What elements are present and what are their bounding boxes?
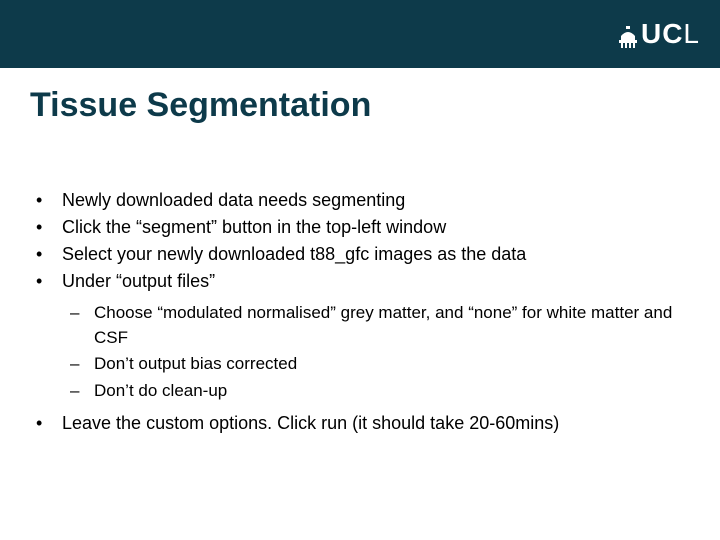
bullet-icon: • (36, 187, 62, 214)
ucl-logo: UCL (619, 20, 700, 48)
slide-title: Tissue Segmentation (30, 86, 690, 125)
sub-list-item-text: Don’t do clean-up (94, 379, 690, 404)
dash-icon: – (70, 379, 94, 404)
bullet-list: • Newly downloaded data needs segmenting… (30, 187, 690, 295)
ucl-logo-text: UCL (641, 20, 700, 48)
sub-list-item-text: Choose “modulated normalised” grey matte… (94, 301, 690, 350)
sub-list-item-text: Don’t output bias corrected (94, 352, 690, 377)
header-bar: UCL (0, 0, 720, 68)
bullet-icon: • (36, 410, 62, 437)
bullet-icon: • (36, 214, 62, 241)
list-item-text: Under “output files” (62, 268, 690, 295)
list-item: • Select your newly downloaded t88_gfc i… (36, 241, 690, 268)
list-item-text: Leave the custom options. Click run (it … (62, 410, 690, 437)
list-item-text: Select your newly downloaded t88_gfc ima… (62, 241, 690, 268)
bullet-list-final: • Leave the custom options. Click run (i… (30, 410, 690, 437)
list-item-text: Newly downloaded data needs segmenting (62, 187, 690, 214)
list-item-text: Click the “segment” button in the top-le… (62, 214, 690, 241)
slide-content: Tissue Segmentation • Newly downloaded d… (0, 68, 720, 437)
ucl-dome-icon (619, 26, 637, 48)
bullet-icon: • (36, 241, 62, 268)
sub-list-item: – Choose “modulated normalised” grey mat… (70, 301, 690, 350)
bullet-icon: • (36, 268, 62, 295)
list-item: • Click the “segment” button in the top-… (36, 214, 690, 241)
sub-list-item: – Don’t do clean-up (70, 379, 690, 404)
list-item: • Newly downloaded data needs segmenting (36, 187, 690, 214)
list-item: • Under “output files” (36, 268, 690, 295)
sub-list-item: – Don’t output bias corrected (70, 352, 690, 377)
dash-icon: – (70, 301, 94, 350)
list-item: • Leave the custom options. Click run (i… (36, 410, 690, 437)
sub-bullet-list: – Choose “modulated normalised” grey mat… (30, 301, 690, 404)
dash-icon: – (70, 352, 94, 377)
